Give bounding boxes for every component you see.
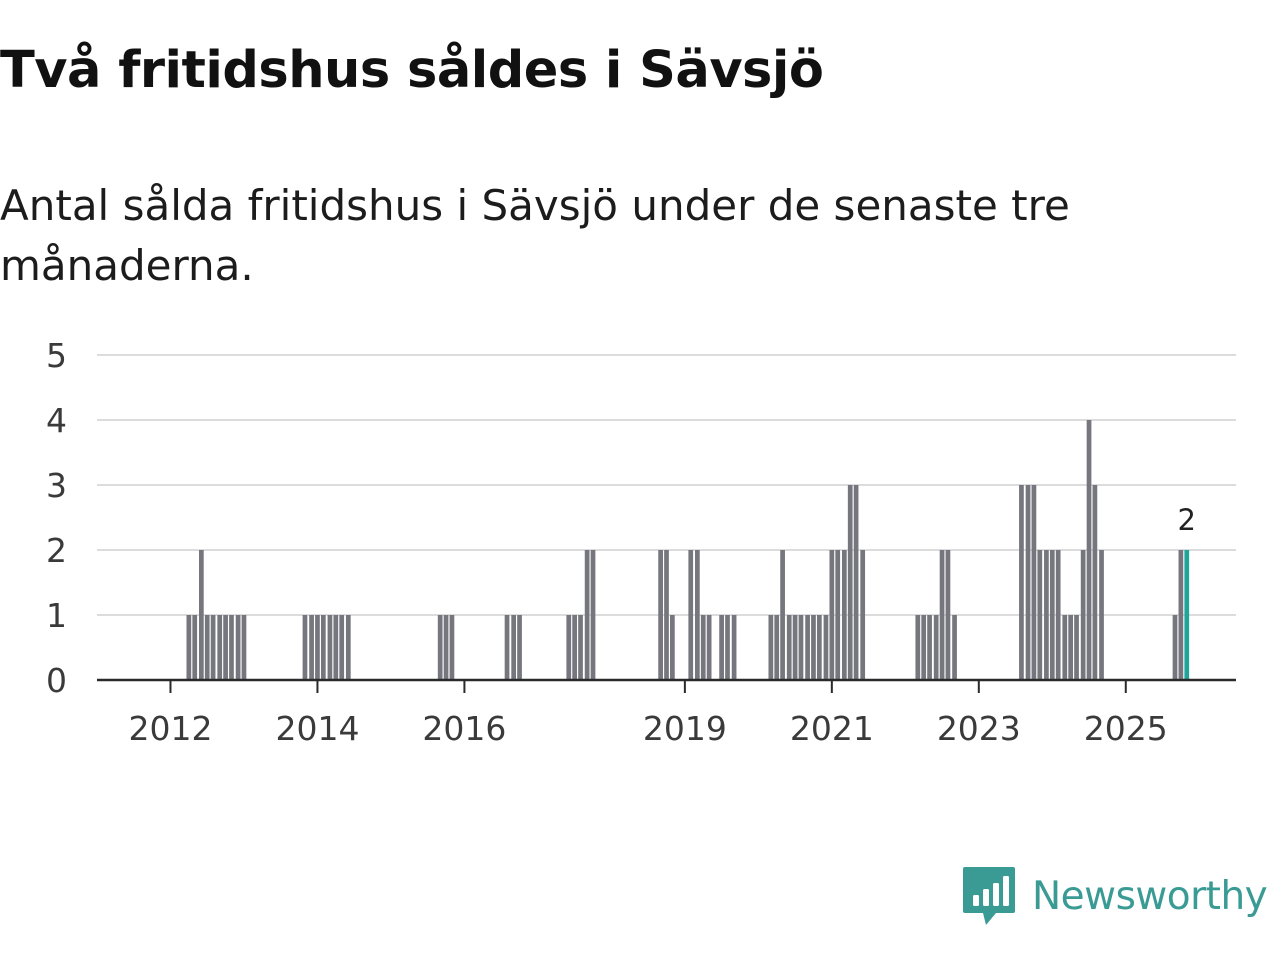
bar [945, 550, 951, 680]
bar [1031, 485, 1037, 680]
x-tick-label: 2016 [422, 709, 506, 748]
bar [939, 550, 945, 680]
x-tick-label: 2019 [643, 709, 727, 748]
bar [823, 615, 829, 680]
bar [768, 615, 774, 680]
bar [223, 615, 228, 680]
bar [309, 615, 314, 680]
bar [186, 615, 192, 680]
bar [1025, 485, 1031, 680]
y-tick-label: 2 [46, 531, 67, 570]
highlight-value-label: 2 [1178, 503, 1196, 537]
bar [511, 615, 517, 680]
bar [1019, 485, 1024, 680]
bar [719, 615, 724, 680]
chart-title: Två fritidshus såldes i Sävsjö [0, 41, 824, 100]
bar [841, 550, 847, 680]
bar [327, 615, 333, 680]
bar [229, 615, 234, 680]
bar [504, 615, 510, 680]
bar [345, 615, 351, 680]
bar [315, 615, 320, 680]
bar [1080, 550, 1086, 680]
bar [517, 615, 522, 680]
bar [1055, 550, 1061, 680]
y-tick-label: 1 [46, 596, 67, 635]
bar [210, 615, 216, 680]
x-tick-label: 2023 [937, 709, 1021, 748]
bar [725, 615, 730, 680]
bar [1062, 615, 1068, 680]
bar [204, 615, 210, 680]
bar [915, 615, 921, 680]
y-tick-label: 3 [46, 466, 67, 505]
bar [847, 485, 853, 680]
bar [437, 615, 443, 680]
bar [786, 615, 792, 680]
bar [688, 550, 694, 680]
bar [572, 615, 577, 680]
bar [235, 615, 241, 680]
bar [706, 615, 712, 680]
x-tick-label: 2025 [1084, 709, 1168, 748]
bar [695, 550, 700, 680]
bar [584, 550, 590, 680]
bar-chart-speech-bubble-icon [963, 867, 1015, 925]
bar [443, 615, 449, 680]
bar [798, 615, 804, 680]
bar [835, 550, 841, 680]
bar [670, 615, 675, 680]
bar [192, 615, 198, 680]
bar [1074, 615, 1079, 680]
y-tick-label: 5 [46, 336, 67, 375]
bar [590, 550, 596, 680]
bar [333, 615, 339, 680]
bar [302, 615, 308, 680]
brand-logo: Newsworthy [962, 864, 1268, 928]
bar [731, 615, 737, 680]
bar [241, 615, 247, 680]
bar [1049, 550, 1055, 680]
bar [792, 615, 798, 680]
bar [921, 615, 927, 680]
bar [933, 615, 939, 680]
bar [952, 615, 957, 680]
bar [853, 485, 859, 680]
bar [198, 550, 204, 680]
bar-chart: 0 1 2 3 4 5 2012 2014 2016 2019 2021 2023 2025 2 [46, 336, 1236, 748]
y-tick-label: 0 [46, 661, 67, 700]
bar [1178, 550, 1184, 680]
bar [780, 550, 785, 680]
bar [805, 615, 810, 680]
bar [449, 615, 455, 680]
bar [578, 615, 583, 680]
bar [1044, 550, 1049, 680]
bar [1099, 550, 1104, 680]
bar [320, 615, 326, 680]
bar [700, 615, 706, 680]
highlighted-bar [1184, 550, 1190, 680]
bar [816, 615, 822, 680]
bar [217, 615, 223, 680]
bar [566, 615, 572, 680]
brand-name: Newsworthy [1032, 873, 1268, 919]
bar [1086, 420, 1092, 680]
bar [1172, 615, 1178, 680]
bar [664, 550, 669, 680]
bar [927, 615, 932, 680]
bar [774, 615, 780, 680]
bar [339, 615, 345, 680]
chart-subtitle: Antal sålda fritidshus i Sävsjö under de… [0, 181, 1070, 290]
y-tick-label: 4 [46, 401, 67, 440]
x-tick-label: 2012 [128, 709, 212, 748]
bar [860, 550, 866, 680]
bar [658, 550, 663, 680]
bar [829, 550, 835, 680]
x-tick-label: 2021 [790, 709, 874, 748]
bar [1092, 485, 1098, 680]
bar [811, 615, 816, 680]
x-tick-label: 2014 [275, 709, 359, 748]
bar [1068, 615, 1074, 680]
bar [1037, 550, 1043, 680]
